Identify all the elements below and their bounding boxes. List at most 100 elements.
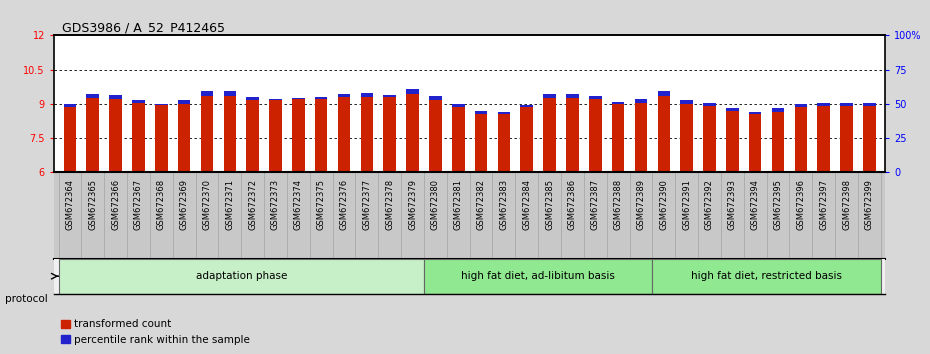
- Bar: [338, 97, 351, 172]
- Bar: [178, 104, 191, 172]
- Bar: [749, 114, 762, 172]
- Text: GSM672375: GSM672375: [317, 179, 325, 230]
- Text: high fat diet, ad-libitum basis: high fat diet, ad-libitum basis: [461, 271, 615, 281]
- Bar: [589, 96, 602, 99]
- Bar: [383, 95, 396, 97]
- Bar: [132, 103, 145, 172]
- Text: GSM672381: GSM672381: [454, 179, 463, 230]
- Bar: [749, 112, 762, 114]
- Bar: [521, 105, 533, 107]
- Bar: [726, 108, 738, 111]
- Text: GSM672390: GSM672390: [659, 179, 669, 230]
- Bar: [452, 104, 464, 107]
- Bar: [338, 94, 351, 97]
- Bar: [246, 101, 259, 172]
- Text: GSM672378: GSM672378: [385, 179, 394, 230]
- Text: GSM672380: GSM672380: [431, 179, 440, 230]
- Bar: [772, 108, 784, 112]
- Text: GSM672364: GSM672364: [65, 179, 74, 230]
- Bar: [543, 94, 556, 98]
- Bar: [361, 97, 373, 172]
- Bar: [794, 107, 807, 172]
- Text: GSM672371: GSM672371: [225, 179, 234, 230]
- Bar: [429, 96, 442, 101]
- Bar: [817, 103, 830, 106]
- Bar: [703, 103, 716, 106]
- Text: GSM672383: GSM672383: [499, 179, 509, 230]
- Bar: [292, 99, 305, 172]
- Bar: [498, 112, 511, 114]
- Bar: [863, 103, 876, 106]
- Bar: [634, 99, 647, 103]
- Bar: [612, 102, 624, 104]
- Text: GSM672366: GSM672366: [111, 179, 120, 230]
- Bar: [475, 111, 487, 114]
- Bar: [315, 97, 327, 99]
- Bar: [566, 94, 578, 98]
- Text: GSM672398: GSM672398: [842, 179, 851, 230]
- Text: GSM672384: GSM672384: [523, 179, 531, 230]
- Bar: [269, 99, 282, 101]
- Bar: [521, 107, 533, 172]
- Text: GSM672370: GSM672370: [203, 179, 211, 230]
- Bar: [634, 103, 647, 172]
- Bar: [63, 104, 76, 107]
- Bar: [772, 112, 784, 172]
- Bar: [863, 106, 876, 172]
- Text: GSM672373: GSM672373: [271, 179, 280, 230]
- Bar: [110, 95, 122, 99]
- Text: GSM672395: GSM672395: [774, 179, 782, 230]
- Bar: [155, 104, 167, 105]
- Text: GSM672372: GSM672372: [248, 179, 258, 230]
- Bar: [406, 94, 419, 172]
- Bar: [429, 101, 442, 172]
- Bar: [726, 111, 738, 172]
- Text: GSM672365: GSM672365: [88, 179, 98, 230]
- Bar: [652, 258, 881, 294]
- Bar: [475, 114, 487, 172]
- Bar: [589, 99, 602, 172]
- Text: GSM672386: GSM672386: [568, 179, 577, 230]
- Text: GSM672387: GSM672387: [591, 179, 600, 230]
- Bar: [840, 106, 853, 172]
- Text: GSM672385: GSM672385: [545, 179, 554, 230]
- Bar: [658, 96, 671, 172]
- Bar: [292, 98, 305, 99]
- Text: GSM672379: GSM672379: [408, 179, 417, 230]
- Text: GSM672394: GSM672394: [751, 179, 760, 230]
- Bar: [201, 96, 213, 172]
- Bar: [246, 97, 259, 101]
- Bar: [86, 94, 100, 98]
- Bar: [543, 98, 556, 172]
- Bar: [223, 91, 236, 96]
- Bar: [86, 98, 100, 172]
- Text: GSM672376: GSM672376: [339, 179, 349, 230]
- Bar: [681, 104, 693, 172]
- Bar: [63, 107, 76, 172]
- Bar: [424, 258, 652, 294]
- Text: GSM672369: GSM672369: [179, 179, 189, 230]
- Bar: [612, 104, 624, 172]
- Bar: [817, 106, 830, 172]
- Bar: [132, 101, 145, 103]
- Bar: [498, 114, 511, 172]
- Bar: [110, 99, 122, 172]
- Text: GSM672388: GSM672388: [614, 179, 622, 230]
- Bar: [178, 101, 191, 104]
- Text: GSM672374: GSM672374: [294, 179, 303, 230]
- Text: protocol: protocol: [5, 294, 47, 304]
- Text: GSM672399: GSM672399: [865, 179, 874, 230]
- Text: GSM672396: GSM672396: [796, 179, 805, 230]
- Bar: [658, 91, 671, 96]
- Bar: [361, 92, 373, 97]
- Bar: [406, 89, 419, 94]
- Bar: [840, 103, 853, 106]
- Bar: [566, 98, 578, 172]
- Bar: [703, 106, 716, 172]
- Bar: [315, 99, 327, 172]
- Text: GSM672397: GSM672397: [819, 179, 829, 230]
- Text: GSM672393: GSM672393: [728, 179, 737, 230]
- Text: adaptation phase: adaptation phase: [195, 271, 287, 281]
- Bar: [794, 104, 807, 107]
- Bar: [681, 101, 693, 104]
